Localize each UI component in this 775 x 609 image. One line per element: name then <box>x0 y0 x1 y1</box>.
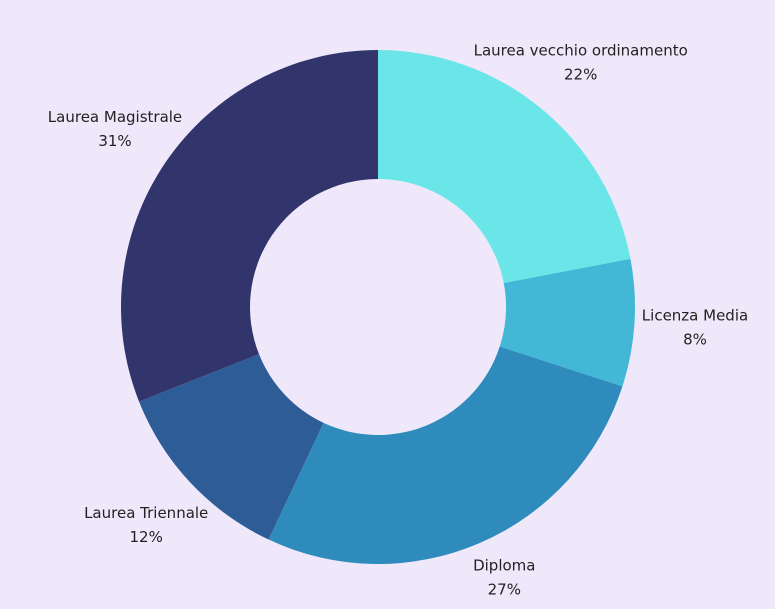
slice-label: Laurea Magistrale <box>48 108 182 126</box>
donut-slice <box>268 346 623 564</box>
donut-slice <box>121 50 379 402</box>
slice-label: Laurea vecchio ordinamento <box>474 41 688 59</box>
slice-label: Laurea Triennale <box>84 504 208 522</box>
slice-value-label: 22% <box>564 65 597 83</box>
slice-label: Diploma <box>473 557 535 575</box>
slice-value-label: 27% <box>488 581 521 599</box>
slice-value-label: 12% <box>130 528 163 546</box>
slice-label: Licenza Media <box>642 306 748 324</box>
slice-value-label: 8% <box>683 330 707 348</box>
donut-slice <box>139 354 324 540</box>
donut-slice <box>378 50 631 284</box>
donut-slice <box>499 258 636 387</box>
slice-value-label: 31% <box>98 132 131 150</box>
